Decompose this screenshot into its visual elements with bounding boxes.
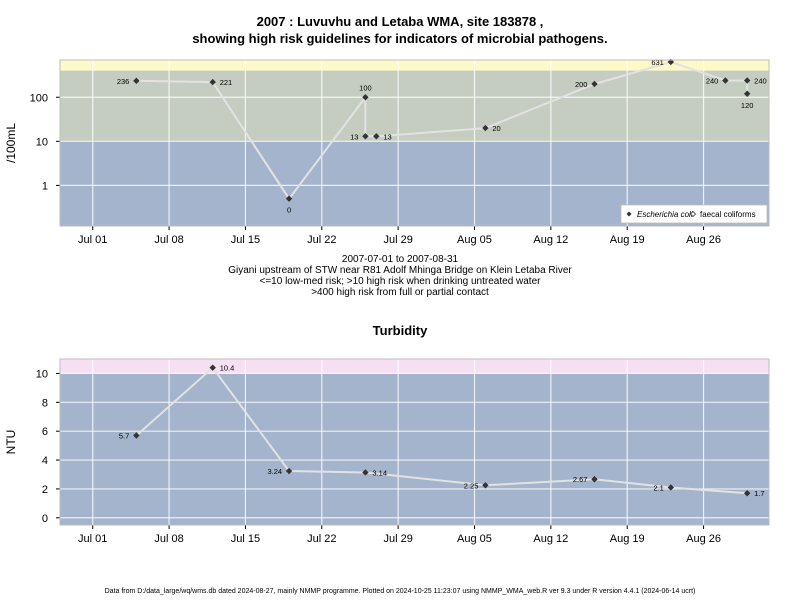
data-label: 2.25 [464, 481, 479, 490]
data-point [362, 469, 369, 476]
legend-ecoli-label: Escherichia coli [637, 210, 693, 219]
y-axis-label: NTU [4, 430, 18, 455]
risk-band [60, 359, 769, 374]
series-line [136, 60, 749, 201]
data-point [743, 77, 751, 84]
data-point [667, 484, 675, 491]
data-label: 100 [359, 83, 372, 92]
data-label: 20 [492, 124, 500, 133]
data-label: 236 [117, 77, 130, 86]
data-label: 1.7 [754, 489, 764, 498]
x-tick-label: Jul 08 [154, 533, 183, 545]
x-tick-label: Jul 08 [154, 234, 183, 246]
x-tick-label: Jul 15 [231, 533, 260, 545]
data-label: 240 [706, 76, 719, 85]
x-tick-label: Aug 05 [457, 234, 492, 246]
y-tick-label: 100 [30, 92, 48, 104]
data-point [209, 364, 216, 371]
data-point [285, 467, 293, 475]
data-label: 0 [287, 206, 291, 215]
x-tick-label: Jul 15 [231, 234, 260, 246]
data-label: 5.7 [119, 432, 129, 441]
date-range: 2007-07-01 to 2007-08-31 [341, 254, 459, 265]
x-tick-label: Aug 12 [533, 533, 568, 545]
data-point [133, 77, 140, 85]
legend-ecoli-marker [626, 211, 632, 217]
data-label: 3.24 [267, 467, 282, 476]
chart-title-line1: 2007 : Luvuvhu and Letaba WMA, site 1838… [256, 14, 544, 29]
x-tick-label: Jul 01 [78, 533, 107, 545]
data-point [285, 195, 293, 202]
y-tick-label: 4 [42, 455, 48, 467]
y-tick-label: 6 [42, 426, 48, 438]
plot-background [60, 359, 769, 525]
data-label: 2.1 [653, 483, 663, 492]
series-line [135, 366, 748, 495]
data-point [591, 80, 598, 88]
x-tick-label: Aug 19 [610, 234, 645, 246]
data-label: 200 [575, 80, 588, 89]
legend-faecal-label: faecal coliforms [700, 210, 756, 219]
chart-title-line2: showing high risk guidelines for indicat… [192, 31, 608, 46]
data-point [362, 94, 369, 101]
data-point [373, 133, 380, 140]
turbidity-title: Turbidity [372, 323, 428, 338]
data-label: 13 [350, 132, 358, 141]
risk-band [60, 60, 769, 71]
x-tick-label: Aug 19 [610, 533, 645, 545]
data-label: 120 [741, 101, 754, 110]
data-label: 13 [383, 132, 391, 141]
y-tick-label: 10 [36, 136, 48, 148]
x-tick-label: Jul 29 [383, 533, 412, 545]
plot-frame [59, 358, 770, 526]
data-point [482, 124, 489, 132]
data-label: 2.67 [573, 475, 588, 484]
y-tick-label: 1 [42, 180, 48, 192]
plot-frame [59, 59, 770, 227]
x-tick-label: Jul 22 [307, 533, 336, 545]
data-label: 240 [754, 76, 767, 85]
x-tick-label: Aug 26 [686, 234, 721, 246]
data-point [209, 78, 216, 86]
data-point [743, 90, 751, 97]
legend-faecal-marker [689, 210, 697, 218]
data-label: 3.14 [372, 468, 387, 477]
x-tick-label: Aug 12 [533, 234, 568, 246]
x-tick-label: Jul 29 [383, 234, 412, 246]
risk-note-contact: >400 high risk from full or partial cont… [311, 287, 489, 298]
x-tick-label: Jul 01 [78, 234, 107, 246]
data-point [133, 432, 140, 439]
site-description: Giyani upstream of STW near R81 Adolf Mh… [228, 265, 572, 276]
data-point [743, 490, 751, 497]
y-tick-label: 0 [42, 513, 48, 525]
footer-note: Data from D:/data_large/wq/wms.db dated … [104, 588, 696, 595]
data-point [482, 482, 489, 489]
y-tick-label: 8 [42, 397, 48, 409]
x-tick-label: Aug 05 [457, 533, 492, 545]
y-axis-label: /100mL [4, 123, 18, 163]
risk-note-drinking: <=10 low-med risk; >10 high risk when dr… [259, 276, 541, 287]
x-tick-label: Jul 22 [307, 234, 336, 246]
data-point [591, 476, 598, 483]
data-point [362, 133, 369, 140]
data-label: 10.4 [220, 364, 235, 373]
data-label: 631 [651, 58, 664, 67]
y-tick-label: 10 [36, 368, 48, 380]
data-point [722, 77, 729, 84]
y-tick-label: 2 [42, 484, 48, 496]
x-tick-label: Aug 26 [686, 533, 721, 545]
data-label: 221 [220, 78, 233, 87]
